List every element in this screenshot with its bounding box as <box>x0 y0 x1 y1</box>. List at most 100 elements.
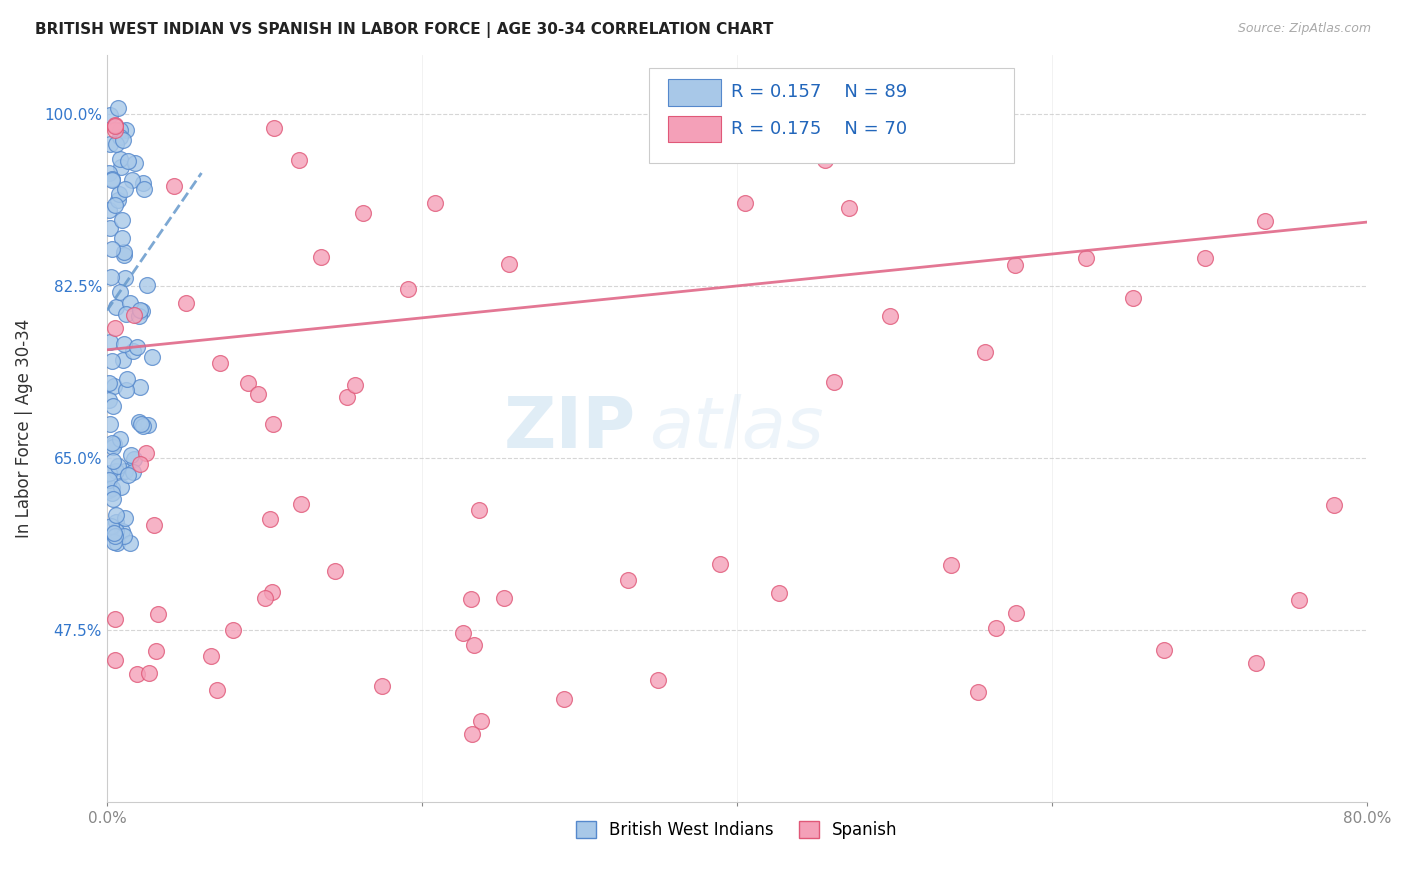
Point <box>986 621 1008 635</box>
Point <box>823 376 845 390</box>
Point <box>97 467 120 481</box>
Point <box>129 380 152 394</box>
Point <box>122 451 145 466</box>
Point <box>141 351 163 365</box>
Point <box>115 372 138 386</box>
Point <box>1122 291 1144 305</box>
Point <box>138 417 160 432</box>
Point <box>498 257 520 271</box>
Point <box>145 644 167 658</box>
Point <box>98 165 121 179</box>
Point <box>343 378 366 392</box>
Point <box>967 685 990 699</box>
Point <box>110 152 132 166</box>
Bar <box>668 116 720 143</box>
Point <box>236 376 259 390</box>
Point <box>371 679 394 693</box>
Point <box>98 334 121 349</box>
Point <box>1074 251 1097 265</box>
Point <box>103 454 125 468</box>
Point <box>104 119 127 133</box>
Point <box>108 123 131 137</box>
Point <box>115 123 138 137</box>
Point <box>263 120 285 135</box>
Point <box>125 667 148 681</box>
Point <box>247 386 270 401</box>
Point <box>118 535 141 549</box>
Point <box>335 390 357 404</box>
Point <box>939 558 962 573</box>
Point <box>134 182 156 196</box>
Point <box>114 383 136 397</box>
Text: ZIP: ZIP <box>503 394 636 463</box>
Point <box>105 300 128 314</box>
Point <box>174 296 197 310</box>
Point <box>1254 214 1277 228</box>
Point <box>108 129 131 144</box>
Point <box>101 173 124 187</box>
Point <box>879 309 901 323</box>
Point <box>221 624 243 638</box>
Point <box>209 355 232 369</box>
Point <box>121 173 143 187</box>
Point <box>105 515 128 529</box>
Point <box>460 592 482 607</box>
Point <box>112 529 135 543</box>
Point <box>103 379 125 393</box>
Point <box>135 446 157 460</box>
Point <box>451 626 474 640</box>
FancyBboxPatch shape <box>648 68 1014 163</box>
Point <box>98 221 121 235</box>
Point <box>100 436 122 450</box>
Point <box>122 308 145 322</box>
Bar <box>668 79 720 106</box>
Point <box>104 118 127 132</box>
Point <box>734 195 756 210</box>
Point <box>111 353 134 368</box>
Point <box>128 309 150 323</box>
Point <box>105 536 128 550</box>
Point <box>100 486 122 500</box>
Point <box>100 519 122 533</box>
Point <box>107 101 129 115</box>
Point <box>709 558 731 572</box>
Point <box>814 153 837 168</box>
Point <box>118 296 141 310</box>
Point <box>110 524 132 539</box>
Point <box>1244 657 1267 671</box>
Point <box>101 440 124 454</box>
Point <box>111 213 134 227</box>
Point <box>101 481 124 495</box>
Point <box>103 437 125 451</box>
Legend: British West Indians, Spanish: British West Indians, Spanish <box>569 814 904 846</box>
Point <box>132 176 155 190</box>
Point <box>98 137 121 152</box>
Point <box>262 417 284 431</box>
Point <box>111 133 134 147</box>
Point <box>253 591 276 606</box>
Point <box>110 433 132 447</box>
Point <box>100 172 122 186</box>
Point <box>98 108 121 122</box>
Point <box>101 354 124 368</box>
Point <box>260 584 283 599</box>
Point <box>162 178 184 193</box>
Point <box>111 231 134 245</box>
Point <box>115 307 138 321</box>
Point <box>132 419 155 434</box>
Point <box>1004 606 1026 620</box>
Text: BRITISH WEST INDIAN VS SPANISH IN LABOR FORCE | AGE 30-34 CORRELATION CHART: BRITISH WEST INDIAN VS SPANISH IN LABOR … <box>35 22 773 38</box>
Point <box>122 465 145 479</box>
Point <box>396 282 419 296</box>
Point <box>104 529 127 543</box>
Point <box>114 464 136 478</box>
Point <box>425 196 447 211</box>
Point <box>100 242 122 256</box>
Point <box>129 417 152 431</box>
Point <box>97 483 120 497</box>
Point <box>97 392 120 407</box>
Point <box>114 182 136 196</box>
Y-axis label: In Labor Force | Age 30-34: In Labor Force | Age 30-34 <box>15 318 32 538</box>
Point <box>103 491 125 506</box>
Text: atlas: atlas <box>648 394 824 463</box>
